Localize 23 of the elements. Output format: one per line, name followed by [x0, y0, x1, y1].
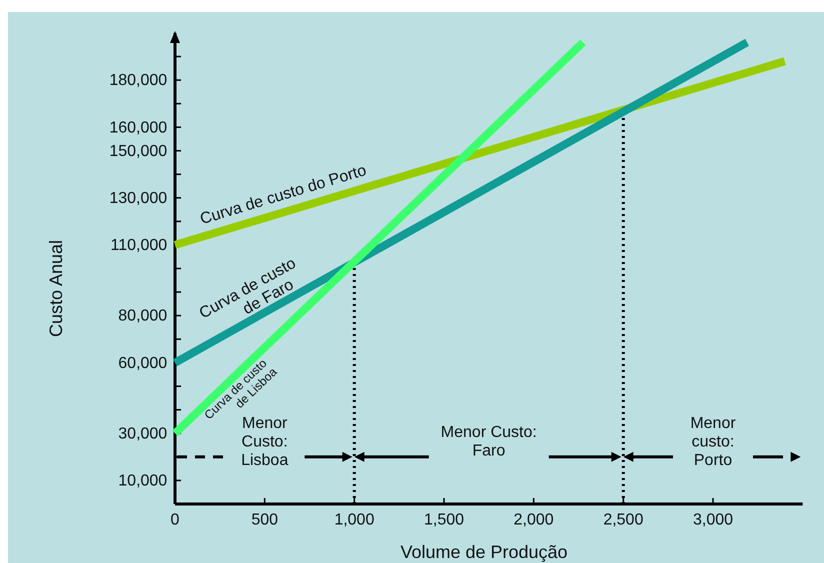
annotation: Menor Custo: Faro [440, 424, 537, 460]
x-tick-label: 3,000 [692, 512, 734, 529]
annotation: Menor custo: Porto [690, 415, 736, 469]
x-tick-label: 0 [170, 512, 180, 529]
y-tick-label: 150,000 [109, 142, 168, 160]
x-tick-label: 500 [251, 512, 278, 529]
y-tick-label: 110,000 [110, 237, 168, 254]
y-tick-label: 60,000 [118, 354, 168, 372]
y-tick-label: 130,000 [109, 190, 168, 207]
y-tick-label: 10,000 [118, 472, 168, 490]
x-axis-title: Volume de Produção [400, 542, 568, 562]
text: Curva de custo do Porto [198, 162, 368, 228]
y-tick-label: 30,000 [118, 425, 168, 442]
x-tick-label: 2,000 [514, 512, 554, 529]
y-tick-label: 160,000 [109, 119, 168, 136]
x-tick-label: 2,500 [603, 512, 644, 529]
annotation: Menor Custo: Lisboa [241, 415, 288, 469]
text: Curva de custo de Faro [196, 254, 299, 322]
x-tick-label: 1,000 [334, 512, 374, 529]
y-tick-label: 80,000 [118, 308, 168, 325]
x-tick-label: 1,500 [424, 512, 464, 529]
y-axis-title: Custo Anual [46, 240, 66, 338]
y-tick-label: 180,000 [109, 72, 168, 90]
